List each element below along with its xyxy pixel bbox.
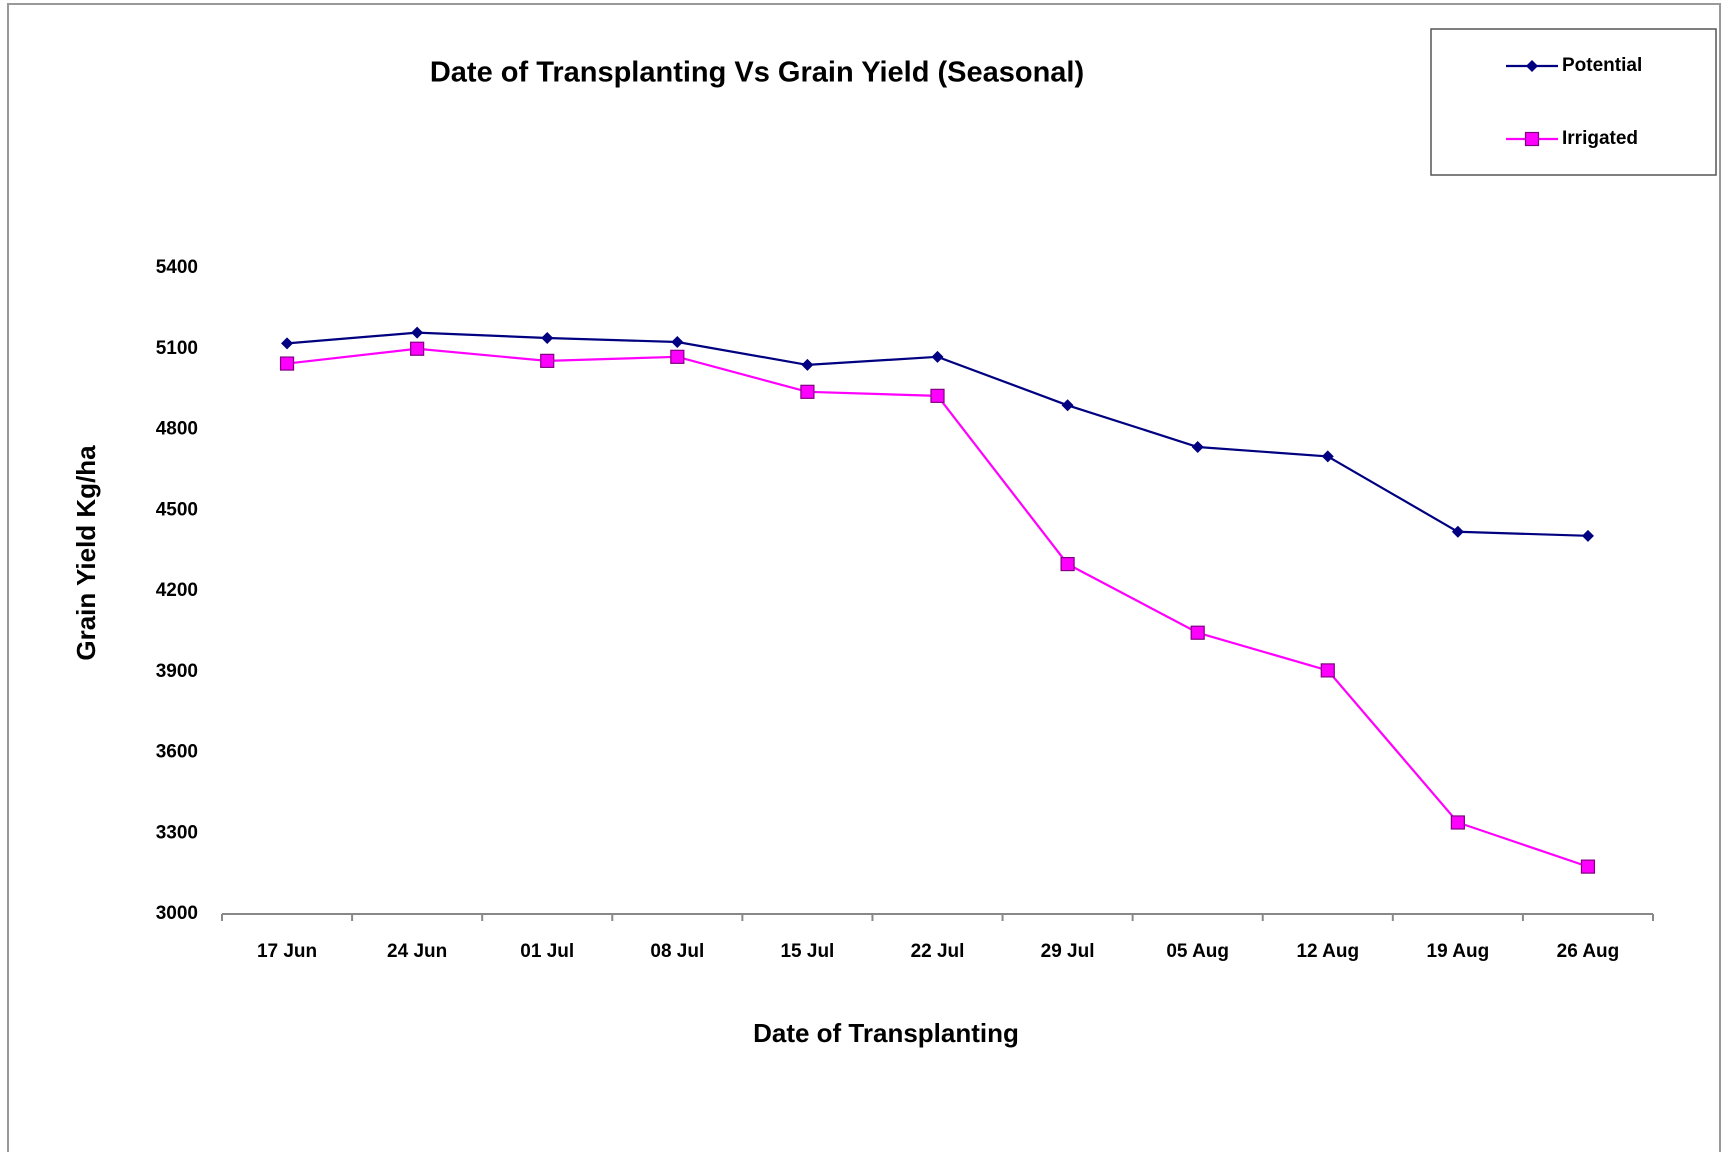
data-point bbox=[410, 341, 425, 356]
x-tick-label: 05 Aug bbox=[1166, 941, 1229, 962]
data-point bbox=[540, 353, 555, 368]
y-tick-label: 4200 bbox=[156, 580, 198, 601]
data-point bbox=[1060, 556, 1075, 572]
x-axis-label: Date of Transplanting bbox=[753, 1018, 1019, 1048]
chart-title: Date of Transplanting Vs Grain Yield (Se… bbox=[430, 57, 1084, 89]
data-point bbox=[281, 337, 294, 350]
data-point bbox=[1190, 625, 1205, 640]
legend-box bbox=[1430, 28, 1717, 176]
data-point bbox=[1581, 529, 1594, 542]
x-tick-label: 12 Aug bbox=[1296, 941, 1359, 962]
data-point bbox=[800, 384, 815, 399]
data-point bbox=[1451, 525, 1464, 538]
y-tick-label: 4500 bbox=[156, 499, 198, 520]
x-tick-label: 26 Aug bbox=[1557, 941, 1620, 962]
data-point bbox=[1061, 399, 1074, 412]
legend-marker bbox=[1524, 131, 1540, 147]
y-tick-label: 4800 bbox=[156, 419, 198, 440]
y-tick-label: 3900 bbox=[156, 661, 198, 682]
chart-border bbox=[7, 3, 1721, 1152]
data-point bbox=[930, 388, 945, 403]
legend-label: Irrigated bbox=[1562, 128, 1638, 149]
x-tick-label: 22 Jul bbox=[911, 941, 965, 962]
x-tick-label: 08 Jul bbox=[650, 941, 704, 962]
data-point bbox=[801, 358, 814, 371]
x-tick-label: 01 Jul bbox=[520, 941, 574, 962]
data-point bbox=[541, 331, 554, 344]
x-tick-label: 19 Aug bbox=[1427, 941, 1490, 962]
data-point bbox=[1450, 815, 1465, 830]
data-point bbox=[931, 350, 944, 363]
data-point bbox=[411, 326, 424, 339]
data-point bbox=[1580, 859, 1596, 874]
legend-marker bbox=[1526, 60, 1538, 72]
y-tick-label: 5400 bbox=[156, 257, 198, 278]
y-tick-label: 5100 bbox=[156, 338, 198, 359]
y-tick-label: 3300 bbox=[156, 822, 198, 843]
y-tick-label: 3600 bbox=[156, 742, 198, 763]
x-tick-label: 17 Jun bbox=[257, 941, 317, 962]
legend-label: Potential bbox=[1562, 55, 1642, 76]
x-tick-label: 15 Jul bbox=[780, 941, 834, 962]
y-tick-label: 3000 bbox=[156, 903, 198, 924]
data-point bbox=[671, 336, 684, 349]
data-point bbox=[670, 349, 685, 364]
data-point bbox=[1321, 450, 1334, 463]
x-tick-label: 29 Jul bbox=[1041, 941, 1095, 962]
y-axis-label: Grain Yield Kg/ha bbox=[71, 445, 101, 661]
data-point bbox=[1320, 663, 1335, 678]
data-point bbox=[279, 356, 295, 371]
x-tick-label: 24 Jun bbox=[387, 941, 447, 962]
data-point bbox=[1191, 440, 1204, 453]
